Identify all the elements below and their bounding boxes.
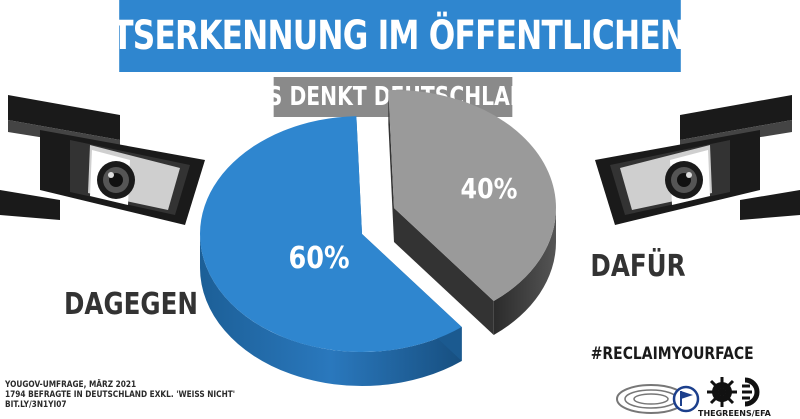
pie-slice-wall-dafuer-1 <box>394 208 494 335</box>
source-line-2: 1794 BEFRAGTE IN DEUTSCHLAND EXKL. 'WEIß… <box>5 390 236 400</box>
pie-slice-side-dagegen <box>200 234 462 386</box>
pie-slice-side-dafuer <box>493 208 556 335</box>
slice-value-label-dagegen: 60% <box>288 240 349 276</box>
page-title: GESICHTSERKENNUNG IM ÖFFENTLICHEN RAUM? <box>0 0 800 72</box>
slice-value-label-dafuer: 40% <box>461 173 518 205</box>
source-line-1: YOUGOV-UMFRAGE, MÄRZ 2021 <box>5 380 137 390</box>
pie-slice-wall-dafuer-0 <box>388 90 394 242</box>
slice-category-label-dafuer: DAFÜR <box>590 248 685 284</box>
slice-category-label-dagegen: DAGEGEN <box>64 288 198 322</box>
camera-right-icon <box>595 95 800 225</box>
greens-efa-logo <box>707 377 760 407</box>
source-footnote: YOUGOV-UMFRAGE, MÄRZ 2021 1794 BEFRAGTE … <box>5 380 236 410</box>
pie-slice-dagegen <box>199 116 462 353</box>
source-line-3: BIT.LY/3N1YI07 <box>5 400 67 410</box>
hashtag: #RECLAIMYOURFACE <box>591 344 754 364</box>
camera-left-icon <box>0 95 205 225</box>
pie-slice-dafuer <box>388 90 556 301</box>
pirate-party-logo <box>672 385 700 413</box>
greens-efa-logo-text: THEGREENS/EFA <box>698 409 771 418</box>
